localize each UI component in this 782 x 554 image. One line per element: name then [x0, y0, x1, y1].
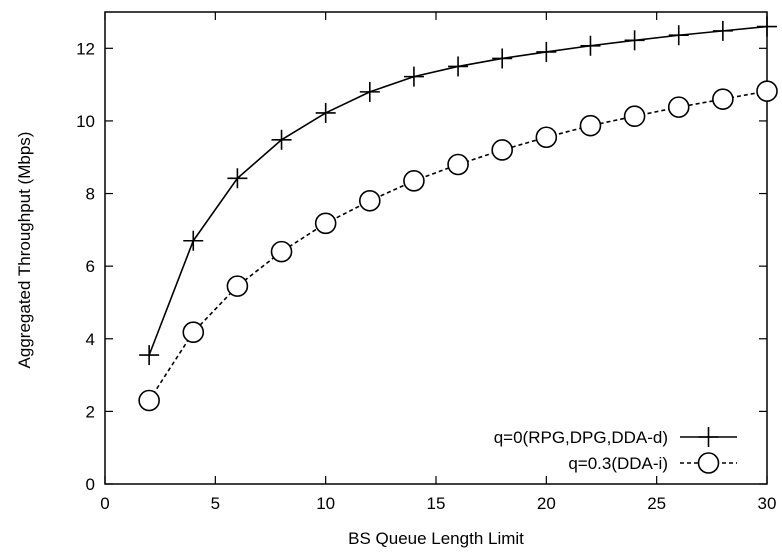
data-point: [757, 16, 777, 37]
y-tick-label: 10: [76, 112, 95, 131]
y-axis-ticks: 0 2 4 6 8 10 12: [76, 39, 767, 494]
data-point: [712, 20, 733, 41]
data-point: [624, 30, 645, 51]
y-tick-label: 6: [86, 257, 95, 276]
legend-label: q=0.3(DDA-i): [568, 454, 668, 473]
x-axis-title: BS Queue Length Limit: [348, 529, 524, 548]
data-point: [536, 41, 557, 62]
series-2: [138, 80, 778, 412]
x-tick-label: 30: [758, 494, 777, 513]
legend-marker: [698, 427, 719, 447]
data-point: [579, 114, 602, 137]
data-point: [358, 190, 381, 212]
y-tick-label: 12: [76, 39, 95, 58]
data-point: [315, 102, 336, 123]
data-point: [667, 96, 690, 118]
y-tick-label: 8: [86, 185, 95, 204]
y-tick-label: 0: [86, 475, 95, 494]
data-point: [139, 345, 160, 366]
y-axis-title: Aggregated Throughput (Mbps): [15, 132, 34, 369]
data-point: [359, 81, 380, 102]
series-line: [148, 90, 768, 401]
data-point: [580, 35, 601, 56]
data-point: [403, 66, 424, 87]
data-point: [138, 389, 160, 412]
data-point: [492, 48, 513, 69]
data-point: [535, 126, 558, 149]
x-tick-label: 15: [427, 494, 446, 513]
plot-border: [104, 11, 768, 485]
series-layer: [138, 16, 778, 412]
data-point: [182, 321, 205, 344]
data-point: [270, 240, 293, 263]
data-point: [448, 56, 469, 77]
data-point: [271, 129, 292, 150]
x-tick-label: 5: [211, 494, 220, 513]
data-point: [227, 168, 248, 189]
data-point: [756, 80, 778, 102]
data-point: [226, 275, 249, 297]
data-point: [183, 230, 204, 251]
legend: q=0(RPG,DPG,DDA-d) q=0.3(DDA-i): [494, 427, 737, 474]
series-1: [139, 16, 777, 366]
legend-label: q=0(RPG,DPG,DDA-d): [494, 428, 668, 447]
plot-frame: [104, 11, 768, 485]
x-tick-label: 0: [100, 494, 109, 513]
data-point: [403, 170, 425, 192]
x-axis-ticks: 0 5 10 15 20 25 30: [100, 12, 776, 513]
legend-marker: [697, 452, 720, 474]
data-point: [491, 139, 514, 161]
data-point: [623, 105, 646, 128]
x-tick-label: 25: [647, 494, 666, 513]
data-point: [712, 88, 734, 110]
y-tick-label: 2: [86, 402, 95, 421]
data-point: [447, 153, 469, 176]
y-tick-label: 4: [86, 330, 95, 349]
x-tick-label: 10: [316, 494, 335, 513]
data-point: [314, 212, 337, 235]
data-point: [668, 25, 689, 46]
x-tick-label: 20: [537, 494, 556, 513]
